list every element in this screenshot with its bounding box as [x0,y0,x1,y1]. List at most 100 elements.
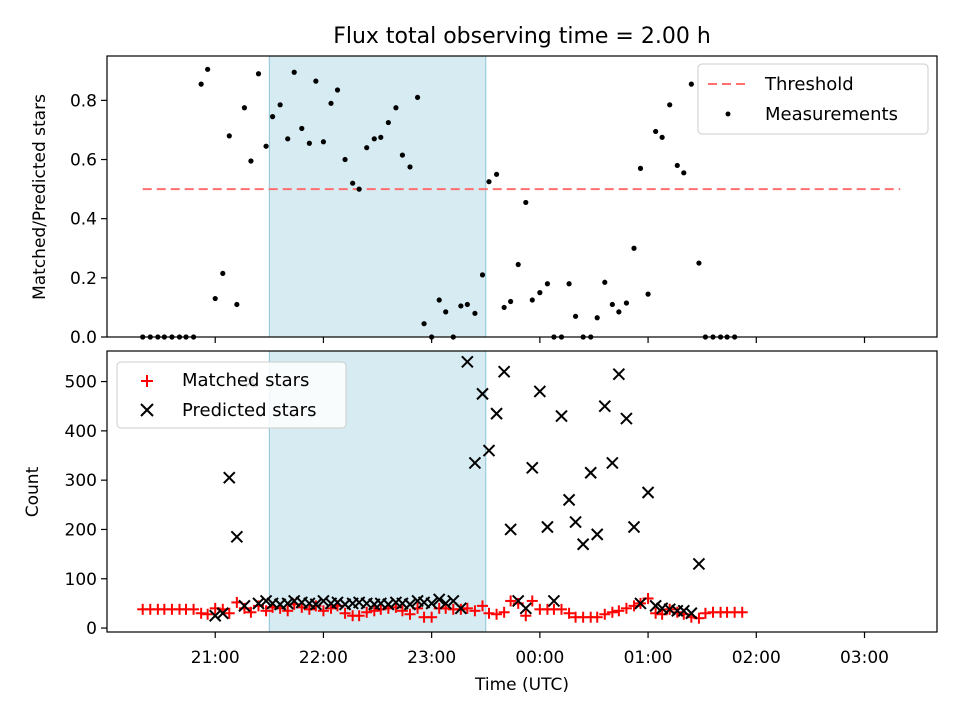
x-axis-label: Time (UTC) [474,675,569,695]
matched-stars-point [223,607,235,619]
predicted-stars-point [476,387,489,401]
predicted-stars-point [584,466,597,479]
top-panel-frame [106,55,938,338]
measurement-point [602,279,608,285]
predicted-stars-point [685,607,698,620]
measurement-point [320,139,327,145]
predicted-stars-point [454,602,468,615]
predicted-stars-point [490,407,503,420]
measurement-point [414,94,421,101]
top-panel-highlight-span [268,55,487,338]
matched-stars-point [404,608,416,620]
measurement-point [623,300,630,306]
predicted-stars-point [382,598,395,611]
matched-stars-point [469,605,481,617]
predicted-stars-point [519,602,532,615]
measurement-point [653,128,659,135]
measurement-point [572,313,579,319]
measurement-point [421,321,427,327]
measurement-point [645,291,651,297]
y-tick-label: 0.2 [70,269,97,289]
measurement-point [566,281,572,287]
matched-stars-point [563,607,575,619]
measurement-point [436,297,442,303]
y-tick-label: 300 [65,471,97,491]
matched-stars-point [461,602,473,614]
matched-stars-point [477,600,489,612]
measurement-point [334,87,341,93]
x-tick-label: 03:00 [840,648,889,668]
measurement-point [234,301,240,308]
measurement-point [501,304,507,311]
measurement-point [291,69,297,75]
top-y-axis: 0.0 0.2 0.4 0.6 0.8 [70,91,107,348]
measurement-point [529,297,535,303]
chart-title: Flux total observing time = 2.00 h [333,24,711,49]
measurement-point [378,134,384,140]
legend-predicted-label: Predicted stars [182,400,316,421]
top-legend: Threshold Measurements [697,63,929,135]
predicted-stars-point [598,400,611,413]
predicted-stars-point [612,367,626,381]
measurement-point [220,270,226,277]
predicted-stars-point [425,597,438,610]
measurement-point [356,186,362,192]
measurement-point [328,100,334,106]
measurement-point [458,303,464,309]
measurement-point [472,310,478,316]
measurement-point [399,152,406,158]
legend-measurements-swatch [725,111,731,117]
measurement-point [226,133,232,139]
measurement-point [486,179,492,185]
bottom-y-axis: 0 100 200 300 400 500 [65,373,107,639]
y-tick-label: 500 [65,373,97,393]
predicted-stars-point [439,597,452,610]
predicted-stars-point [649,599,662,613]
predicted-stars-point [677,604,690,618]
matched-stars-point [599,608,611,620]
predicted-stars-point [634,597,647,610]
measurement-point [407,164,413,170]
top-legend-box [697,63,929,135]
predicted-stars-point [620,412,633,425]
measurement-point [263,143,269,149]
legend-matched-swatch [141,375,153,387]
measurement-point [464,301,470,308]
bottom-y-axis-label: Count [23,466,43,517]
measurement-point [277,102,283,108]
predicted-stars-point [252,597,265,610]
measurement-point [659,134,665,140]
measurement-point [285,136,291,142]
matched-stars-point [353,610,365,622]
matched-stars-point [368,605,380,617]
measurement-point [637,165,644,171]
y-tick-label: 400 [65,422,97,442]
measurement-point [667,102,673,108]
legend-threshold-label: Threshold [764,74,854,95]
measurement-point [350,180,356,186]
predicted-stars-point [317,594,330,608]
matched-stars-point [613,605,625,617]
matched-stars-point [505,595,517,607]
bottom-panel: 0 100 200 300 400 500 21:00 22:00 23:00 00:00 01:… [23,350,938,695]
predicted-stars-point [309,598,323,611]
predicted-stars-point [627,520,641,534]
matched-stars-point [526,595,538,607]
predicted-stars-point [461,355,474,369]
bottom-legend: Matched stars Predicted stars [116,361,347,429]
measurement-point [616,309,622,315]
measurement-point [306,140,312,146]
matched-stars-point [361,606,373,618]
predicted-stars-point [526,461,539,475]
measurement-point [269,114,276,120]
x-tick-label: 01:00 [624,648,673,668]
predicted-stars-point [591,528,604,541]
measurement-point [205,66,211,72]
matched-stars-point [339,607,351,619]
predicted-stars-point [641,486,655,499]
predicted-stars-point [547,594,561,608]
predicted-stars-point [238,599,251,613]
legend-predicted-swatch [140,403,154,417]
y-tick-label: 0 [86,619,97,639]
